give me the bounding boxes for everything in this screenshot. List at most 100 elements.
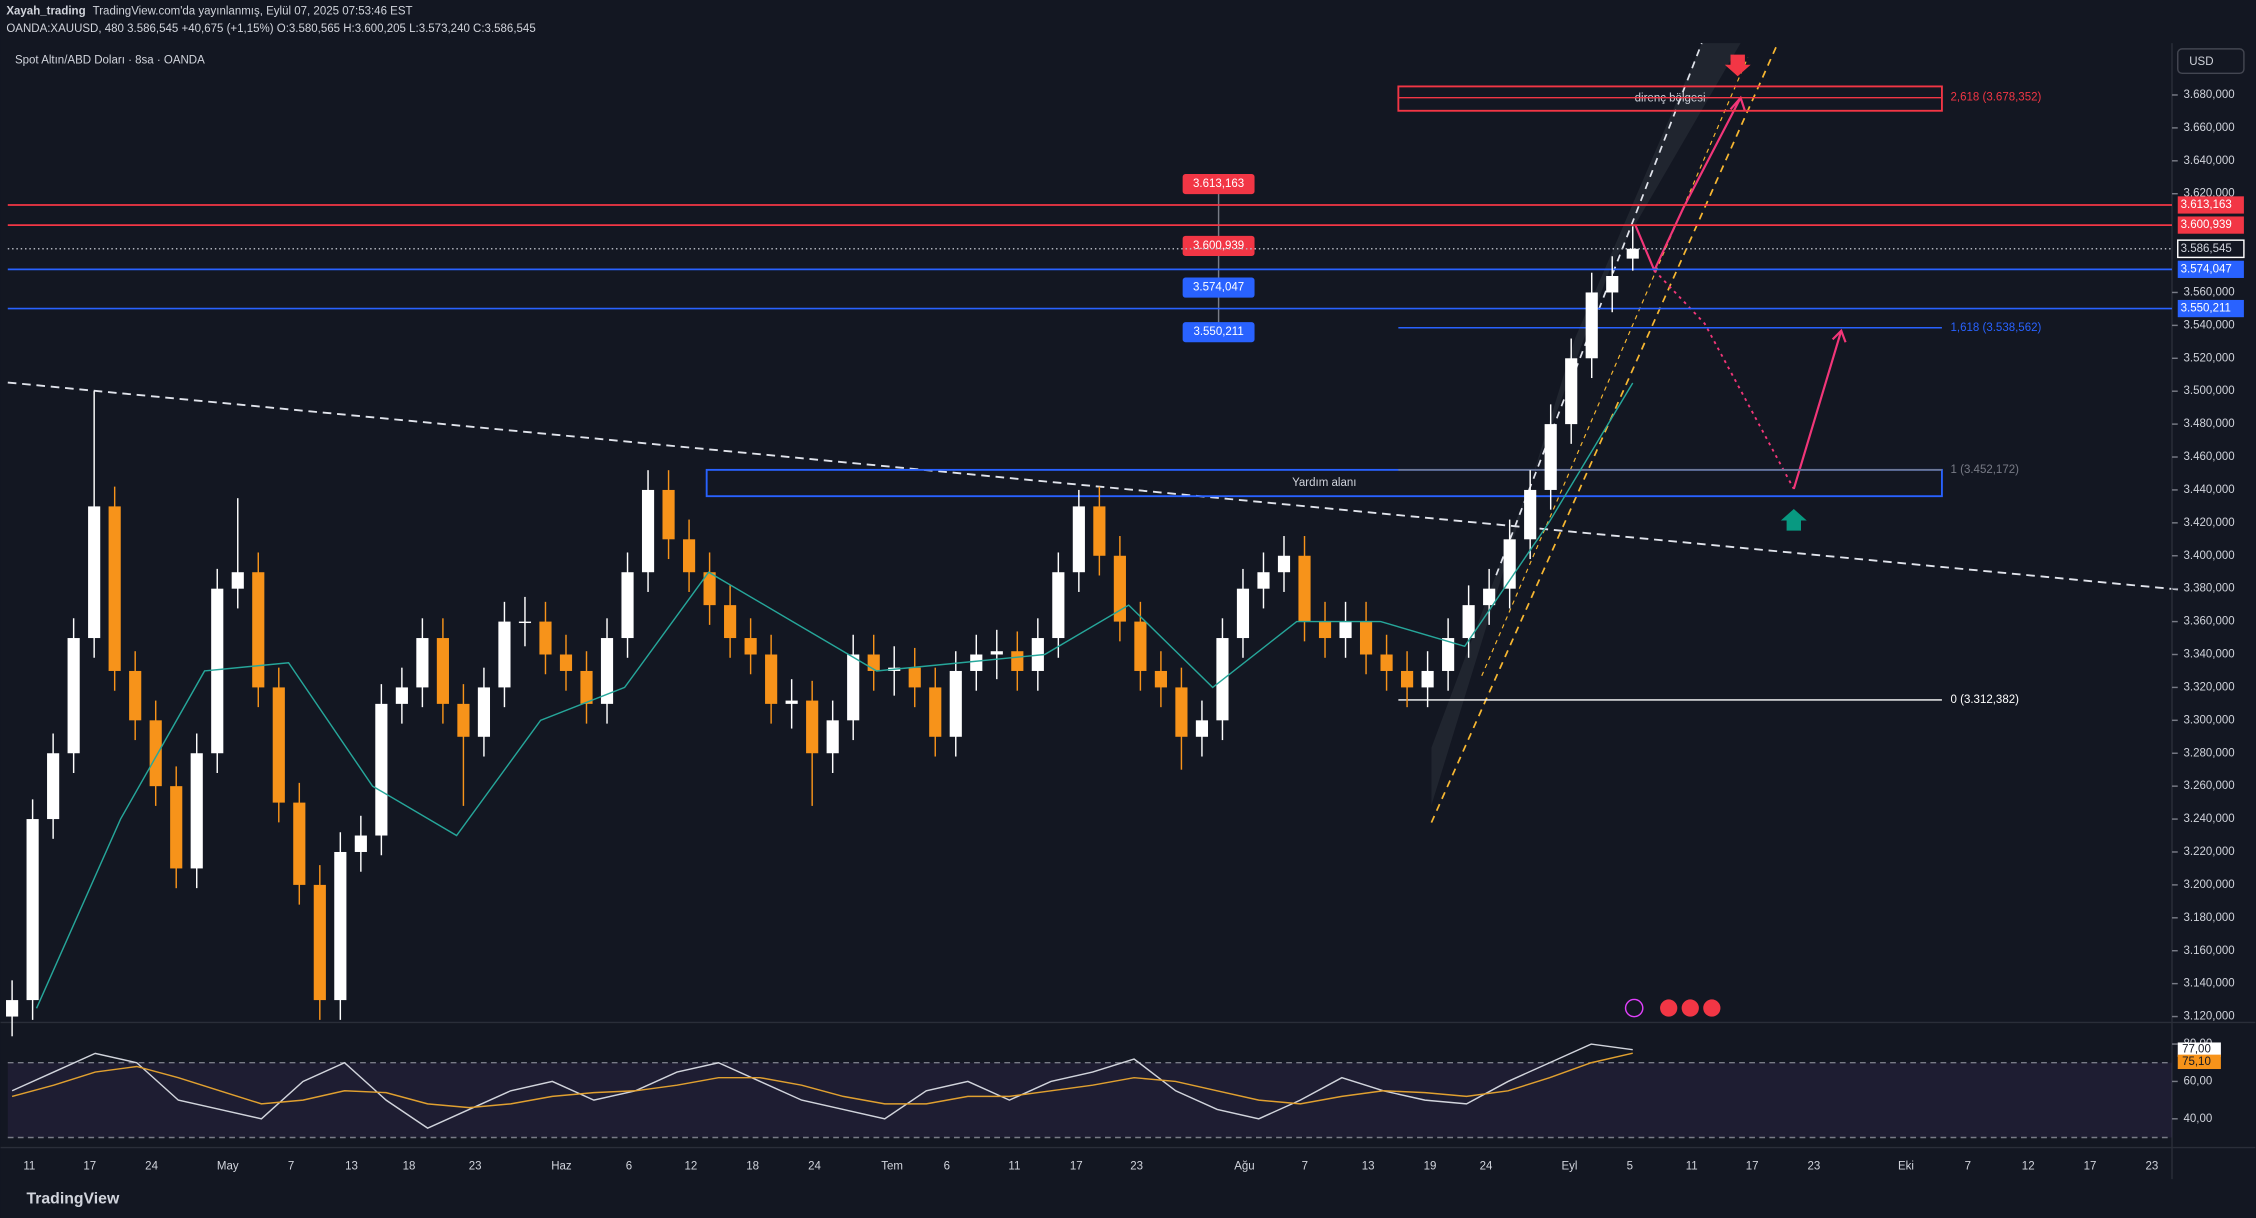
candle-body [149, 720, 162, 787]
x-tick-label: 24 [145, 1160, 158, 1172]
axis-badge-label: 3.550,211 [2181, 303, 2231, 315]
candle-body [641, 489, 655, 573]
y-tick-label: 3.280,000 [2184, 747, 2235, 759]
publisher: Xayah_trading [6, 6, 85, 18]
moving-average [35, 382, 1634, 1009]
candle-body [949, 670, 962, 737]
y-tick-label: 3.540,000 [2184, 319, 2235, 331]
x-tick-label: 18 [746, 1160, 759, 1172]
quote: OANDA:XAUUSD, 480 3.586,545 +40,675 (+1,… [6, 23, 535, 35]
y-tick-label: 3.320,000 [2184, 681, 2235, 693]
candle-body [1421, 670, 1434, 688]
candle-body [847, 654, 860, 721]
candle-body [252, 572, 265, 688]
candle-body [231, 572, 244, 589]
x-tick-label: Tem [881, 1160, 903, 1172]
rsi-band [7, 1062, 2172, 1138]
candle-body [600, 638, 614, 704]
candle-body [67, 638, 80, 754]
candle-body [477, 687, 491, 737]
y-tick-label: 3.300,000 [2184, 714, 2235, 726]
axis-badge-label: 3.574,047 [2181, 263, 2232, 275]
candle-body [1011, 651, 1024, 671]
zone [705, 468, 1943, 498]
published: TradingView.com'da yayınlanmış, Eylül 07… [93, 6, 413, 18]
candle-body [1339, 621, 1352, 639]
candle-body [518, 621, 532, 624]
y-tick-label: 3.400,000 [2184, 550, 2235, 562]
candle-body [129, 670, 142, 721]
x-tick-label: 23 [469, 1160, 482, 1172]
x-tick-label: Ağu [1234, 1160, 1254, 1172]
projection-path [1653, 269, 1795, 490]
candle-body [990, 651, 1003, 655]
candle-body [1113, 555, 1126, 622]
axis-badge [2177, 260, 2244, 278]
level-badge-label: 3.600,939 [1193, 240, 1244, 252]
candle-body [1052, 572, 1065, 639]
zone-label: direnç bölgesi [1635, 93, 1706, 105]
x-tick-label: 7 [1965, 1160, 1971, 1172]
x-tick-label: 19 [1424, 1160, 1437, 1172]
x-tick-label: 23 [2145, 1160, 2158, 1172]
candle-body [744, 638, 757, 655]
candle-body [826, 720, 839, 754]
event-icon [1624, 998, 1644, 1018]
y-tick-label: 3.660,000 [2184, 122, 2235, 134]
candle-body [662, 489, 675, 540]
candle-body [1401, 670, 1414, 688]
candle-body [1585, 292, 1598, 359]
rsi-line [11, 1043, 1633, 1129]
projection-path [1634, 97, 1742, 274]
candle-body [313, 884, 326, 1001]
candle-body [908, 667, 921, 688]
x-tick-label: 17 [83, 1160, 96, 1172]
last-badge-label: 3.586,545 [2181, 243, 2232, 255]
x-tick-label: May [217, 1160, 239, 1172]
axis-badge-label: 3.613,163 [2181, 199, 2232, 211]
rsi-ma-line [11, 1052, 1633, 1109]
candle-body [26, 819, 39, 1001]
up-arrow [1780, 509, 1807, 531]
candle-body [621, 572, 634, 639]
currency-box[interactable] [2177, 48, 2245, 75]
channel-line [1481, 57, 1749, 677]
candle-body [1462, 605, 1475, 639]
level-badge [1182, 322, 1255, 343]
trend-line [7, 381, 2180, 591]
candle-body [293, 802, 306, 885]
candle-body [334, 851, 347, 1001]
zone-label: Yardım alanı [1292, 477, 1356, 489]
last-badge [2177, 239, 2245, 259]
candle-body [47, 753, 60, 820]
candle-body [970, 654, 983, 671]
candle-body [272, 687, 285, 803]
y-tick-label: 3.500,000 [2184, 385, 2235, 397]
level-badge [1182, 277, 1255, 298]
candle-body [559, 654, 573, 671]
x-tick-label: 11 [23, 1160, 35, 1172]
y-tick-label: 3.140,000 [2184, 978, 2235, 990]
candle-body [1257, 572, 1270, 589]
candle-body [539, 621, 552, 655]
currency: USD [2189, 56, 2213, 68]
fib-label: 2,618 (3.678,352) [1951, 92, 2042, 104]
x-tick-label: 17 [2084, 1160, 2097, 1172]
level-badge [1182, 174, 1255, 195]
candle-body [436, 638, 449, 704]
zone [1397, 85, 1943, 112]
candle-body [170, 786, 183, 869]
x-tick-label: 13 [345, 1160, 358, 1172]
candle-body [1195, 720, 1209, 737]
x-tick-label: Eki [1898, 1160, 1914, 1172]
candle-body [1318, 621, 1332, 639]
candle-body [1626, 248, 1639, 259]
y-tick-label: 3.680,000 [2184, 89, 2235, 101]
y-tick-label: 3.520,000 [2184, 352, 2235, 364]
candle-body [682, 539, 696, 573]
candle-body [88, 506, 101, 639]
rsi-badge-label: 75,10 [2182, 1056, 2211, 1068]
x-tick-label: 11 [1686, 1160, 1698, 1172]
y-tick-label: 3.120,000 [2184, 1011, 2235, 1023]
